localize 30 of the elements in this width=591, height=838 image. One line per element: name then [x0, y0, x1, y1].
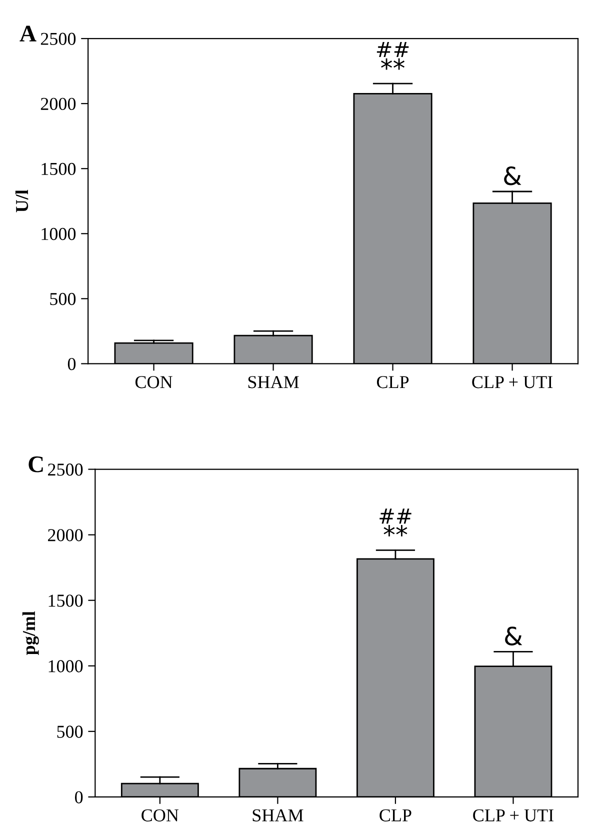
x-tick-label: CON	[135, 376, 172, 388]
chart-title: A	[20, 26, 36, 42]
y-axis-title: U/l	[15, 190, 28, 212]
annotation: ##	[376, 42, 409, 57]
annotation: **	[384, 525, 408, 536]
y-tick-label: 0	[68, 358, 76, 370]
y-tick-label: 2500	[40, 32, 76, 45]
y-tick-label: 0	[75, 791, 83, 804]
annotation: ##	[380, 508, 412, 524]
chart-title: C	[28, 456, 43, 472]
y-tick-label: 500	[50, 292, 76, 306]
x-tick-label: CLP + UTI	[473, 809, 554, 822]
x-tick-label: CON	[142, 809, 179, 822]
x-tick-label: SHAM	[248, 376, 299, 388]
x-tick-label: CLP + UTI	[472, 376, 553, 388]
y-tick-label: 2000	[48, 529, 83, 542]
y-tick-label: 1500	[42, 162, 76, 176]
y-tick-label: 1000	[48, 660, 83, 672]
y-axis-title: pg/ml	[22, 611, 39, 655]
x-tick-label: CLP	[376, 376, 409, 388]
y-tick-label: 1500	[48, 594, 83, 607]
y-tick-label: 500	[57, 726, 83, 738]
x-tick-label: CLP	[380, 809, 412, 822]
y-tick-label: 2500	[48, 464, 83, 476]
y-tick-label: 1000	[42, 228, 76, 240]
x-tick-label: SHAM	[252, 809, 304, 822]
y-tick-label: 2000	[40, 98, 76, 110]
annotation: &	[504, 166, 522, 186]
annotation: **	[381, 58, 405, 70]
annotation: &	[505, 626, 522, 646]
